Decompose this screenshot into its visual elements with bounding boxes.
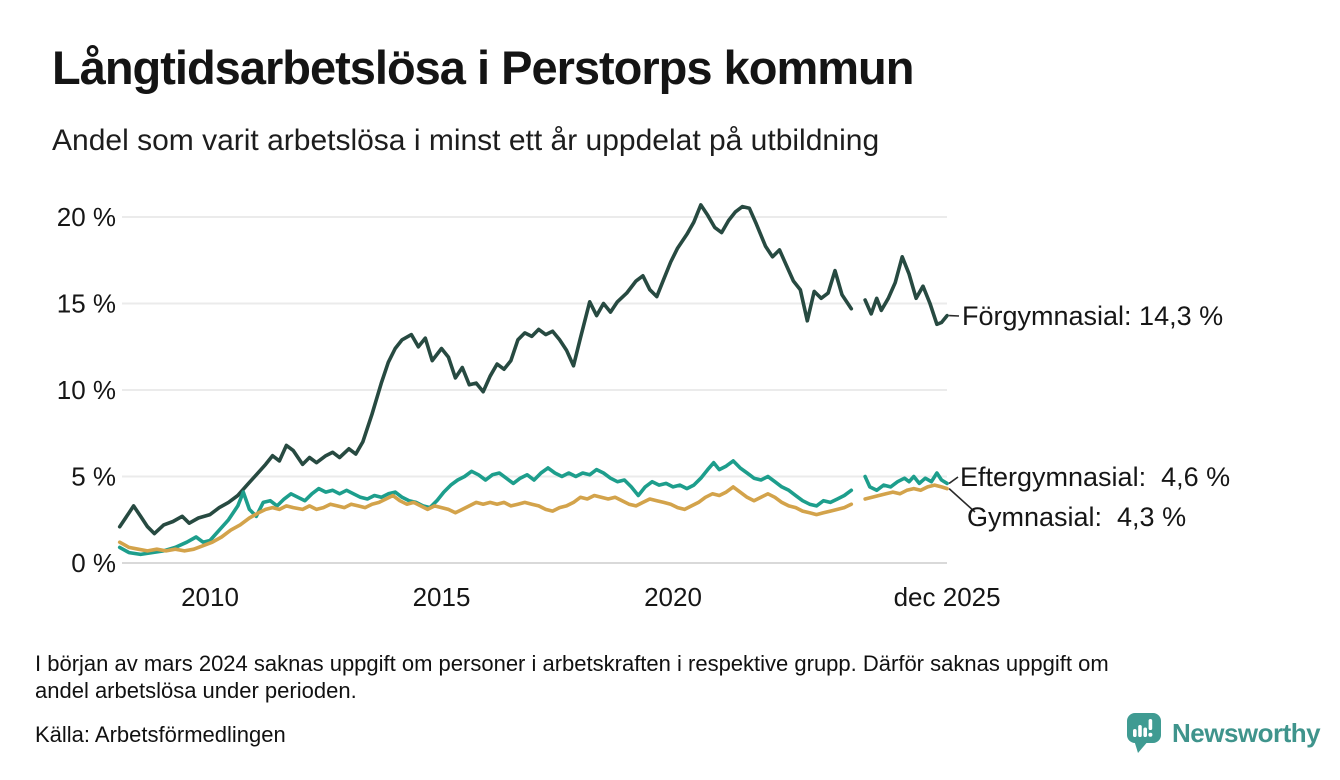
chart-subtitle: Andel som varit arbetslösa i minst ett å… [52,124,880,157]
newsworthy-logo: Newsworthy [1126,712,1321,754]
label-connector [948,488,976,513]
newsworthy-bubble-chart-icon [1127,713,1161,753]
y-axis-tick-label: 0 % [71,548,116,578]
newsworthy-logo-text: Newsworthy [1172,717,1321,748]
series-label-gymnasial: Gymnasial: 4,3 % [967,502,1187,532]
series-line-eftergymnasial [117,459,949,557]
source-credit: Källa: Arbetsförmedlingen [35,722,286,747]
series-line-gymnasial [117,483,949,553]
y-axis-tick-label: 20 % [57,202,116,232]
series-label-forgymnasial: Förgymnasial: 14,3 % [962,301,1224,331]
x-axis-tick-label: 2015 [413,582,471,612]
series-label-eftergymnasial: Eftergymnasial: 4,6 % [960,462,1231,492]
x-axis-tick-label: 2010 [181,582,239,612]
y-axis-tick-label: 10 % [57,375,116,405]
y-axis-tick-label: 15 % [57,289,116,319]
footnote: I början av mars 2024 saknas uppgift om … [35,651,1109,703]
label-connector [948,476,959,485]
series-line-förgymnasial [117,203,949,536]
x-axis-tick-label: dec 2025 [894,582,1001,612]
page-title: Långtidsarbetslösa i Perstorps kommun [52,41,914,94]
y-axis-tick-label: 5 % [71,462,116,492]
x-axis-tick-label: 2020 [644,582,702,612]
